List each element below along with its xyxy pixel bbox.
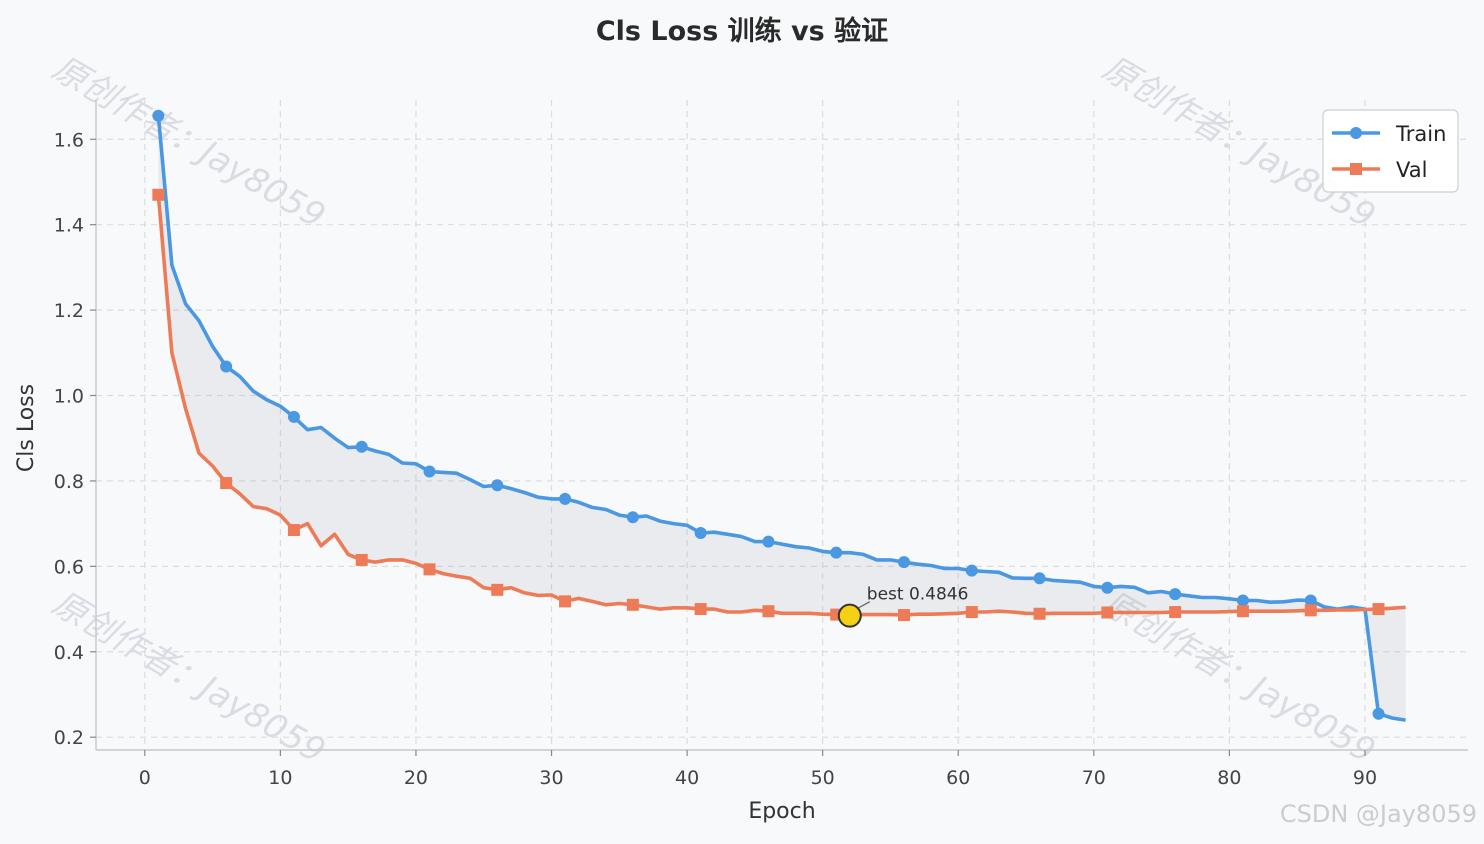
data-point-val (559, 595, 572, 608)
data-point-val (898, 609, 911, 622)
series-line-train (156, 115, 1406, 722)
data-point-train (559, 492, 572, 505)
data-point-train (1304, 594, 1317, 607)
x-tick-label: 10 (268, 767, 292, 789)
data-point-val (1304, 604, 1317, 617)
data-point-train (1372, 707, 1385, 720)
legend-swatch-marker-train (1350, 127, 1362, 139)
data-point-train (1236, 594, 1249, 607)
data-point-val (694, 603, 707, 616)
data-point-train (626, 511, 639, 524)
y-tick-label: 1.6 (54, 129, 84, 151)
y-tick-label: 0.2 (54, 727, 84, 749)
data-point-val (965, 606, 978, 619)
y-tick-label: 1.0 (54, 386, 84, 408)
chart-title: Cls Loss 训练 vs 验证 (596, 15, 888, 47)
watermark-text-1: 原创作者：Jay8059 (46, 48, 332, 236)
data-point-train (220, 360, 233, 373)
best-annotation-label: best 0.4846 (867, 585, 969, 605)
best-annotation-arrow (858, 601, 871, 609)
x-tick-label: 0 (139, 767, 151, 789)
best-point-marker (837, 603, 862, 628)
data-point-val (152, 188, 165, 201)
x-tick-label: 70 (1082, 767, 1106, 789)
x-tick-label: 30 (539, 767, 563, 789)
data-point-train (355, 440, 368, 453)
x-tick-label: 60 (946, 767, 970, 789)
data-point-train (898, 556, 911, 569)
data-point-train (762, 535, 775, 548)
y-tick-label: 0.6 (54, 556, 84, 578)
y-tick-label: 1.2 (54, 300, 84, 322)
data-point-val (1169, 606, 1182, 619)
watermark-text-3: 原创作者：Jay8059 (46, 583, 332, 771)
credit-text: CSDN @Jay8059 (1280, 800, 1477, 828)
series-val (152, 188, 1406, 622)
x-tick-label: 40 (675, 767, 699, 789)
data-point-val (220, 477, 233, 490)
data-point-train (1169, 588, 1182, 601)
x-axis-label: Epoch (748, 799, 815, 824)
legend: Train Val (1322, 109, 1459, 193)
grid (96, 100, 1468, 750)
data-point-train (1033, 572, 1046, 585)
data-point-val (626, 598, 639, 611)
data-point-val (423, 563, 436, 576)
data-point-train (152, 109, 165, 122)
data-point-val (1101, 606, 1114, 619)
data-point-val (491, 583, 504, 596)
data-point-train (491, 479, 504, 492)
legend-swatch-marker-val (1350, 163, 1362, 175)
legend-label-train: Train (1395, 122, 1446, 146)
legend-label-val: Val (1396, 158, 1427, 182)
data-point-train (694, 527, 707, 540)
x-tick-label: 20 (404, 767, 428, 789)
data-point-train (423, 465, 436, 478)
fill-between-area (158, 115, 1406, 721)
y-axis-label: Cls Loss (14, 384, 39, 472)
data-point-train (965, 564, 978, 577)
data-point-val (287, 524, 300, 537)
x-tick-label: 80 (1217, 767, 1241, 789)
y-tick-label: 0.4 (54, 642, 84, 664)
y-tick-label: 1.4 (54, 215, 84, 237)
data-point-val (1372, 603, 1385, 616)
data-point-val (762, 605, 775, 618)
data-point-train (287, 410, 300, 423)
data-point-train (1101, 581, 1114, 594)
x-tick-label: 50 (811, 767, 835, 789)
y-tick-label: 0.8 (54, 471, 84, 493)
data-point-train (830, 546, 843, 559)
x-tick-label: 90 (1353, 767, 1377, 789)
data-point-val (355, 553, 368, 566)
data-point-val (1033, 607, 1046, 620)
series-train (152, 109, 1406, 722)
data-point-val (1236, 605, 1249, 618)
